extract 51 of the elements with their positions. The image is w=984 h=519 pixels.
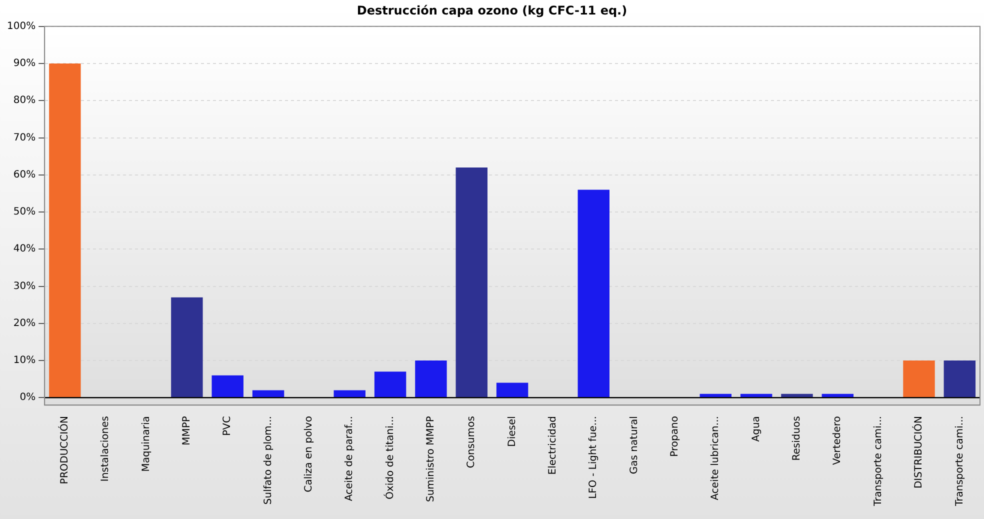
x-tick-label: Residuos <box>792 416 803 461</box>
x-tick-label: Caliza en polvo <box>304 416 315 492</box>
bar <box>578 190 610 398</box>
y-tick-label: 0% <box>20 392 36 404</box>
x-tick-label: Consumos <box>466 416 478 468</box>
bar <box>49 64 81 398</box>
bar <box>456 167 488 398</box>
bar <box>415 360 447 398</box>
bar <box>496 382 528 398</box>
x-tick-label: Óxido de titani... <box>382 416 396 500</box>
y-tick-label: 70% <box>13 132 36 144</box>
x-tick-label: Suministro MMPP <box>426 416 437 502</box>
bar <box>374 372 406 398</box>
y-tick-label: 60% <box>13 169 36 180</box>
x-tick-label: PRODUCCIÓN <box>58 416 71 484</box>
bar <box>334 390 366 398</box>
bar <box>781 394 813 398</box>
x-tick-label: Diesel <box>506 416 518 447</box>
x-tick-label: PVC <box>222 416 234 436</box>
bar <box>212 375 244 398</box>
x-tick-label: Maquinaria <box>140 416 152 472</box>
x-tick-label: Aceite lubrican... <box>710 416 722 500</box>
y-tick-label: 30% <box>13 280 36 292</box>
y-tick-label: 10% <box>13 355 36 366</box>
x-tick-label: Transporte cami... <box>954 416 966 507</box>
chart-title: Destrucción capa ozono (kg CFC-11 eq.) <box>356 3 628 18</box>
bar <box>944 360 976 398</box>
x-tick-label: LFO - Light fue... <box>588 416 600 499</box>
x-tick-label: Vertedero <box>832 416 844 465</box>
bar <box>903 360 935 398</box>
y-tick-label: 50% <box>13 206 36 218</box>
y-tick-label: 40% <box>13 244 36 255</box>
x-tick-label: Instalaciones <box>100 416 112 482</box>
x-tick-label: Aceite de paraf... <box>344 416 356 502</box>
x-tick-label: Gas natural <box>628 416 640 474</box>
bar <box>700 394 732 398</box>
x-tick-label: DISTRIBUCIÓN <box>912 416 925 489</box>
bar <box>252 390 284 398</box>
x-tick-label: Sulfato de plom... <box>262 416 274 505</box>
bar <box>740 394 772 398</box>
x-tick-label: Electricidad <box>548 416 559 475</box>
x-tick-label: Agua <box>750 416 762 442</box>
x-tick-label: MMPP <box>182 416 193 446</box>
y-tick-label: 100% <box>6 20 36 32</box>
y-tick-label: 90% <box>13 58 36 70</box>
y-tick-label: 20% <box>13 318 36 329</box>
bar <box>171 297 203 398</box>
x-tick-label: Propano <box>670 416 681 457</box>
y-tick-label: 80% <box>13 95 36 106</box>
bar <box>822 394 854 398</box>
x-tick-label: Transporte cami... <box>872 416 884 507</box>
